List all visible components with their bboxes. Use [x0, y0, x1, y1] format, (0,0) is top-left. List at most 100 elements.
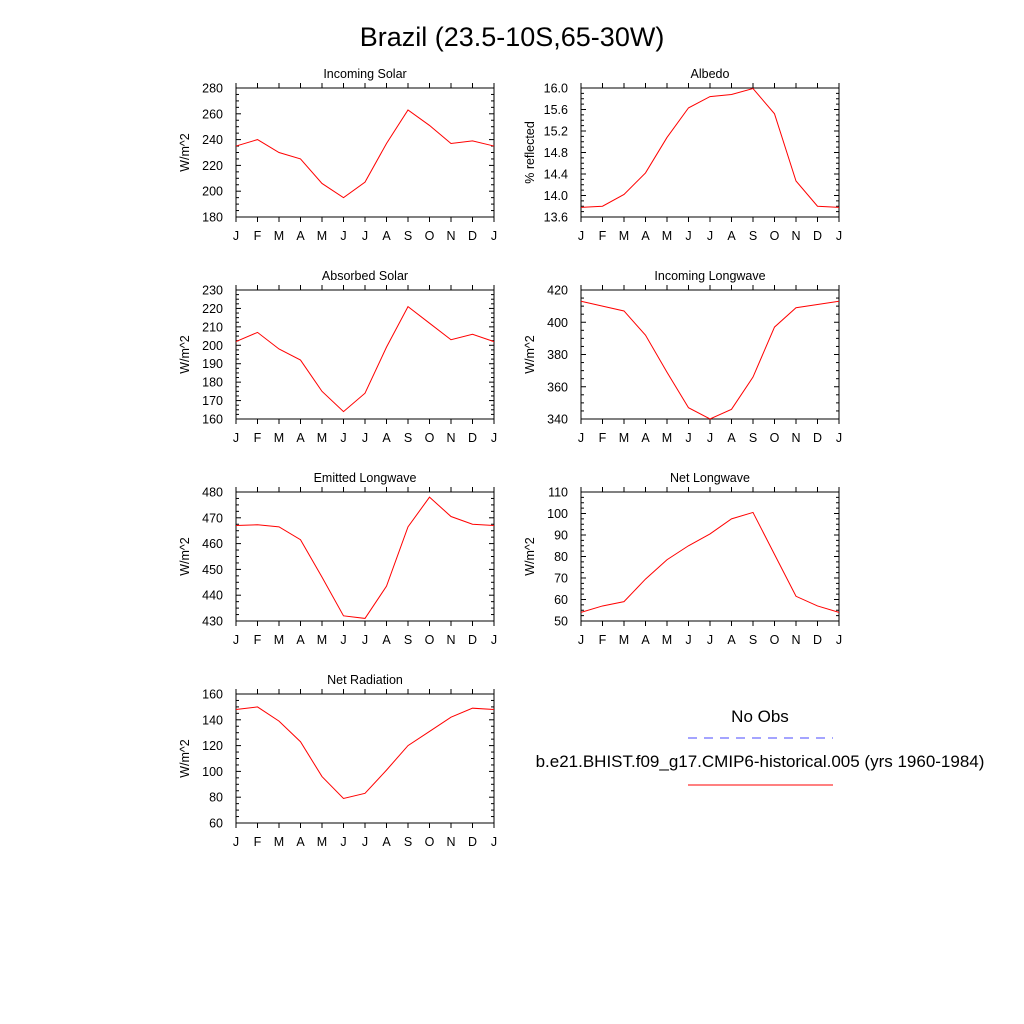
x-tick-label: J [578, 633, 584, 647]
x-tick-label: N [446, 431, 455, 445]
y-tick-label: 100 [202, 765, 223, 779]
chart-title-net-radiation: Net Radiation [327, 673, 403, 687]
y-tick-label: 470 [202, 511, 223, 525]
chart-title-absorbed-solar: Absorbed Solar [322, 269, 408, 283]
x-tick-label: A [296, 633, 305, 647]
x-tick-label: M [317, 431, 327, 445]
x-tick-label: D [468, 835, 477, 849]
x-tick-label: A [727, 431, 736, 445]
x-tick-label: J [233, 229, 239, 243]
x-tick-label: J [362, 431, 368, 445]
figure-title: Brazil (23.5-10S,65-30W) [360, 22, 665, 52]
y-tick-label: 430 [202, 615, 223, 629]
x-tick-label: O [770, 229, 780, 243]
x-tick-label: D [468, 431, 477, 445]
y-tick-label: 230 [202, 284, 223, 298]
x-tick-label: J [578, 431, 584, 445]
x-tick-label: A [382, 835, 391, 849]
y-axis-label-net-radiation: W/m^2 [178, 739, 192, 778]
y-tick-label: 120 [202, 739, 223, 753]
x-tick-label: D [813, 633, 822, 647]
x-tick-label: A [641, 229, 650, 243]
x-tick-label: O [425, 835, 435, 849]
x-tick-label: M [317, 633, 327, 647]
plot-frame-net-radiation [235, 693, 495, 824]
x-tick-label: F [599, 229, 607, 243]
series-line-albedo [580, 87, 840, 208]
y-tick-label: 220 [202, 159, 223, 173]
x-tick-label: F [599, 633, 607, 647]
x-tick-label: A [382, 431, 391, 445]
x-tick-label: N [446, 229, 455, 243]
x-tick-label: A [382, 229, 391, 243]
y-tick-label: 100 [547, 507, 568, 521]
y-tick-label: 60 [209, 817, 223, 831]
x-tick-label: J [233, 431, 239, 445]
y-tick-label: 15.6 [544, 103, 568, 117]
y-tick-label: 70 [554, 572, 568, 586]
plot-frame-albedo [580, 87, 840, 218]
y-axis-label-incoming-solar: W/m^2 [178, 133, 192, 172]
x-tick-label: M [274, 431, 284, 445]
series-line-incoming-longwave [580, 300, 840, 420]
x-tick-label: D [468, 229, 477, 243]
y-tick-label: 480 [202, 486, 223, 500]
y-tick-label: 420 [547, 284, 568, 298]
plot-frame-incoming-solar [235, 87, 495, 218]
x-tick-label: S [749, 431, 757, 445]
y-tick-label: 160 [202, 413, 223, 427]
x-tick-label: M [619, 633, 629, 647]
x-tick-label: M [274, 835, 284, 849]
x-tick-label: J [685, 229, 691, 243]
y-tick-label: 220 [202, 302, 223, 316]
series-line-emitted-longwave [235, 496, 495, 619]
legend: No Obs b.e21.BHIST.f09_g17.CMIP6-histori… [536, 707, 984, 786]
x-tick-label: J [836, 229, 842, 243]
x-tick-label: J [233, 835, 239, 849]
x-tick-label: F [254, 633, 262, 647]
y-tick-label: 14.4 [544, 168, 568, 182]
y-tick-label: 60 [554, 593, 568, 607]
x-tick-label: N [791, 633, 800, 647]
chart-title-albedo: Albedo [691, 67, 730, 81]
y-tick-label: 190 [202, 357, 223, 371]
y-axis-label-albedo: % reflected [523, 121, 537, 184]
y-tick-label: 260 [202, 107, 223, 121]
y-tick-label: 200 [202, 339, 223, 353]
x-tick-label: J [491, 835, 497, 849]
y-tick-label: 80 [209, 791, 223, 805]
series-line-absorbed-solar [235, 305, 495, 413]
y-tick-label: 16.0 [544, 82, 568, 96]
x-tick-label: D [813, 431, 822, 445]
x-tick-label: O [770, 633, 780, 647]
y-tick-label: 440 [202, 589, 223, 603]
y-axis-label-net-longwave: W/m^2 [523, 537, 537, 576]
x-tick-label: M [662, 431, 672, 445]
x-tick-label: F [254, 431, 262, 445]
x-tick-label: J [707, 633, 713, 647]
x-tick-label: A [727, 229, 736, 243]
x-tick-label: J [836, 431, 842, 445]
x-tick-label: A [296, 431, 305, 445]
x-tick-label: J [362, 229, 368, 243]
x-tick-label: J [340, 835, 346, 849]
y-tick-label: 360 [547, 380, 568, 394]
x-tick-label: J [578, 229, 584, 243]
x-tick-label: N [446, 633, 455, 647]
x-tick-label: J [491, 229, 497, 243]
y-tick-label: 240 [202, 133, 223, 147]
x-tick-label: F [254, 835, 262, 849]
x-tick-label: A [641, 633, 650, 647]
chart-title-incoming-longwave: Incoming Longwave [654, 269, 765, 283]
x-tick-label: S [404, 835, 412, 849]
series-line-net-longwave [580, 511, 840, 613]
x-tick-label: J [233, 633, 239, 647]
legend-obs-label: No Obs [731, 707, 789, 726]
series-line-incoming-solar [235, 109, 495, 199]
